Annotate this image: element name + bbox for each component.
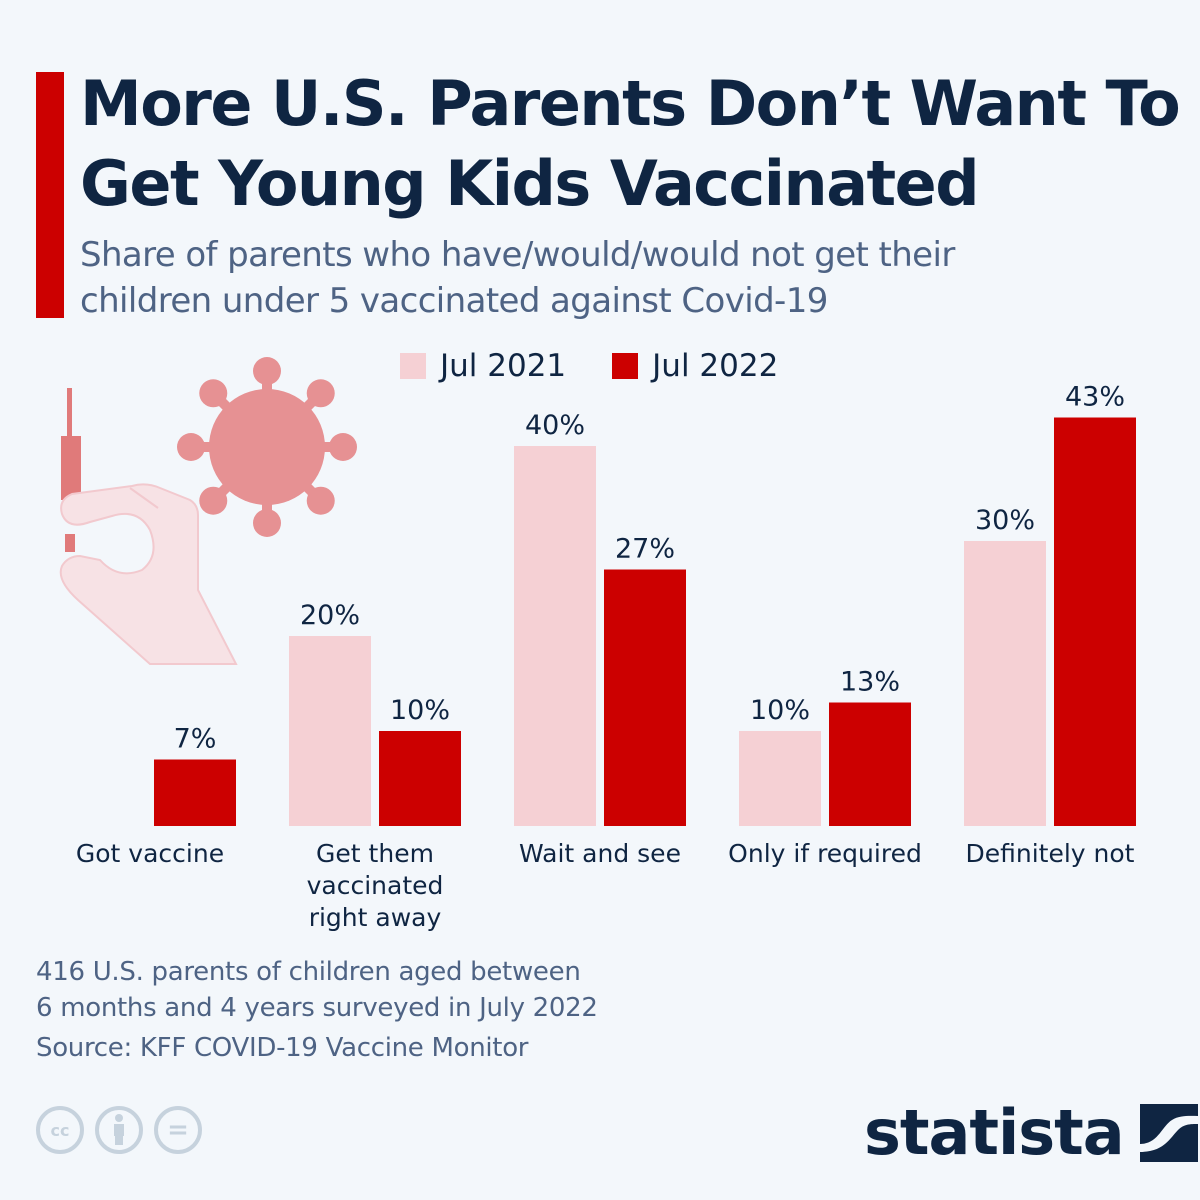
source-note: Source: KFF COVID-19 Vaccine Monitor bbox=[36, 1033, 529, 1063]
license-icons: cc = bbox=[36, 1106, 213, 1154]
syringe-icon bbox=[61, 388, 81, 552]
bar-jul-2021-4 bbox=[964, 541, 1046, 826]
chart-legend: Jul 2021 Jul 2022 bbox=[400, 348, 824, 384]
equals-glyph: = bbox=[167, 1115, 189, 1145]
legend-swatch-2022 bbox=[612, 353, 639, 379]
category-label: Get them bbox=[316, 839, 434, 868]
legend-label-2021: Jul 2021 bbox=[440, 348, 567, 384]
bar-chart: 7% Got vaccine 20% 10% Get them vaccinated rig… bbox=[76, 382, 1136, 932]
category-label: vaccinated bbox=[307, 871, 444, 900]
chart-notes: 416 U.S. parents of children aged betwee… bbox=[36, 954, 598, 1066]
bar-jul-2022-4 bbox=[1054, 417, 1136, 826]
data-label: 30% bbox=[975, 505, 1035, 536]
data-label: 10% bbox=[750, 695, 810, 726]
category-label: Definitely not bbox=[966, 839, 1135, 868]
data-label: 13% bbox=[840, 667, 900, 698]
bar-jul-2021-2 bbox=[514, 446, 596, 826]
title-accent-bar bbox=[36, 72, 64, 318]
bar-jul-2022-0 bbox=[154, 759, 236, 826]
bar-jul-2022-3 bbox=[829, 702, 911, 826]
legend-item-2022: Jul 2022 bbox=[612, 348, 778, 384]
page-subtitle: Share of parents who have/would/would no… bbox=[80, 235, 955, 321]
creative-commons-icon[interactable]: cc bbox=[36, 1106, 84, 1154]
data-label: 43% bbox=[1065, 382, 1125, 413]
vaccine-illustration bbox=[59, 357, 357, 665]
page-title: More U.S. Parents Don’t Want To Get Youn… bbox=[80, 67, 1181, 220]
notes-line-1: 416 U.S. parents of children aged betwee… bbox=[36, 957, 581, 987]
category-label: right away bbox=[309, 903, 442, 932]
bar-jul-2021-3 bbox=[739, 731, 821, 826]
person-glyph bbox=[114, 1114, 124, 1145]
data-label: 10% bbox=[390, 695, 450, 726]
category-label: Got vaccine bbox=[76, 839, 224, 868]
category-label: Wait and see bbox=[519, 839, 681, 868]
category-label: Only if required bbox=[728, 839, 922, 868]
data-label: 20% bbox=[300, 600, 360, 631]
data-label: 7% bbox=[174, 724, 217, 755]
virus-icon bbox=[177, 357, 357, 537]
cc-glyph: cc bbox=[50, 1120, 70, 1140]
legend-swatch-2021 bbox=[400, 353, 426, 379]
logo-text: statista bbox=[864, 1096, 1125, 1169]
bar-jul-2022-1 bbox=[379, 731, 461, 826]
notes-line-2: 6 months and 4 years surveyed in July 20… bbox=[36, 993, 598, 1023]
data-label: 40% bbox=[525, 410, 585, 441]
attribution-icon[interactable] bbox=[95, 1106, 143, 1154]
bar-jul-2021-1 bbox=[289, 636, 371, 826]
legend-item-2021: Jul 2021 bbox=[400, 348, 566, 384]
legend-label-2022: Jul 2022 bbox=[652, 348, 779, 384]
statista-logo-mark-icon bbox=[1139, 1104, 1198, 1162]
no-derivatives-icon[interactable]: = bbox=[154, 1106, 202, 1154]
data-label: 27% bbox=[615, 534, 675, 565]
statista-logo[interactable]: statista bbox=[864, 1098, 1198, 1168]
bar-jul-2022-2 bbox=[604, 569, 686, 826]
hand-icon bbox=[59, 483, 238, 665]
